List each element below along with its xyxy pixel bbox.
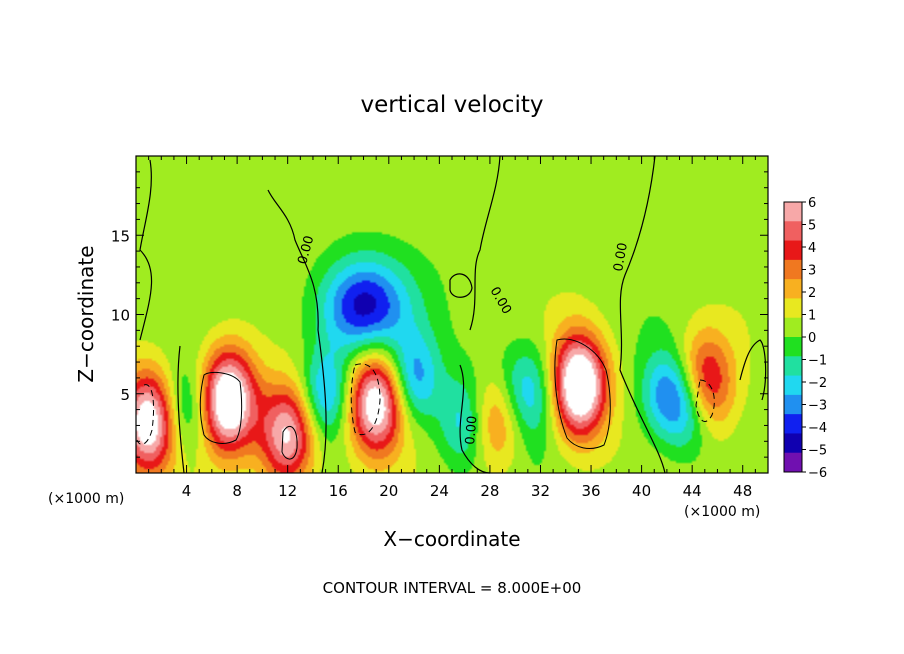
colorbar-tick-label: −6 <box>808 466 827 481</box>
contour-label: 0.00 <box>295 234 317 266</box>
x-tick-label: 12 <box>278 482 297 500</box>
colorbar-swatch <box>784 279 802 299</box>
colorbar-swatch <box>784 433 802 454</box>
contour-label: 0.00 <box>463 415 480 445</box>
x-axis: 4 8 12 16 20 24 28 32 36 40 44 48 <box>148 156 756 500</box>
x-tick-label: 44 <box>683 482 702 500</box>
x-tick-label: 24 <box>430 482 449 500</box>
colorbar-tick-label: −2 <box>808 376 827 391</box>
chart-title: vertical velocity <box>361 92 544 118</box>
x-tick-label: 40 <box>632 482 651 500</box>
x-tick-label: 16 <box>329 482 348 500</box>
colorbar-swatch <box>784 240 802 261</box>
contour-line <box>267 189 327 474</box>
contour-line <box>695 379 715 422</box>
contour-line <box>619 155 666 474</box>
colorbar-tick-label: 1 <box>808 309 816 324</box>
colorbar-swatch <box>784 221 802 242</box>
x-unit-left: (×1000 m) <box>48 491 124 507</box>
colorbar-tick-label: −5 <box>808 444 827 459</box>
contour-line <box>554 338 611 449</box>
colorbar-swatch <box>784 259 802 280</box>
colorbar-tick-label: 4 <box>808 241 816 256</box>
colorbar-swatch <box>784 375 802 396</box>
y-axis: 5 10 15 <box>111 171 768 458</box>
x-tick-label: 32 <box>531 482 550 500</box>
x-tick-label: 8 <box>232 482 242 500</box>
colorbar-tick-label: −1 <box>808 354 827 369</box>
x-tick-label: 48 <box>733 482 752 500</box>
contour-line <box>469 155 501 331</box>
x-tick-label: 4 <box>182 482 192 500</box>
colorbar-tick-label: 3 <box>808 264 816 279</box>
contour-line <box>459 364 491 474</box>
colorbar-swatch <box>784 452 802 473</box>
x-tick-label: 28 <box>480 482 499 500</box>
velocity-field <box>136 156 768 473</box>
colorbar-swatch <box>784 317 802 338</box>
x-tick-label: 20 <box>379 482 398 500</box>
x-tick-label: 36 <box>581 482 600 500</box>
colorbar-swatch <box>784 414 802 434</box>
colorbar: 6 5 4 3 2 1 0 −1 −2 −3 −4 −5 −6 <box>783 196 827 481</box>
colorbar-swatch <box>784 356 802 377</box>
y-tick-label: 5 <box>120 386 130 404</box>
y-tick-label: 15 <box>111 227 130 245</box>
contour-label: 0.00 <box>611 242 631 273</box>
plot-area: 0.00 0.00 0.00 0.00 4 8 12 16 20 24 28 32 36 40 44… <box>111 155 769 500</box>
contour-line <box>449 273 473 298</box>
colorbar-swatch <box>784 298 802 319</box>
contour-line <box>281 426 298 460</box>
colorbar-tick-label: −4 <box>808 421 827 436</box>
colorbar-tick-label: 0 <box>808 331 816 346</box>
contour-line <box>739 339 767 401</box>
contour-line <box>139 159 153 341</box>
colorbar-tick-label: 5 <box>808 219 816 234</box>
colorbar-tick-label: 2 <box>808 286 816 301</box>
y-axis-label: Z−coordinate <box>74 245 98 382</box>
colorbar-swatch <box>784 337 802 357</box>
colorbar-swatch <box>784 202 802 222</box>
contour-line <box>199 371 243 444</box>
y-tick-label: 10 <box>111 307 130 325</box>
colorbar-tick-label: 6 <box>808 196 816 211</box>
contour-line <box>350 363 381 436</box>
x-axis-label: X−coordinate <box>383 527 520 551</box>
colorbar-tick-label: −3 <box>808 399 827 414</box>
contour-line <box>177 345 185 474</box>
contour-interval-note: CONTOUR INTERVAL = 8.000E+00 <box>323 579 582 597</box>
x-unit-right: (×1000 m) <box>684 504 760 520</box>
colorbar-swatch <box>784 394 802 415</box>
contour-lines <box>136 155 767 474</box>
